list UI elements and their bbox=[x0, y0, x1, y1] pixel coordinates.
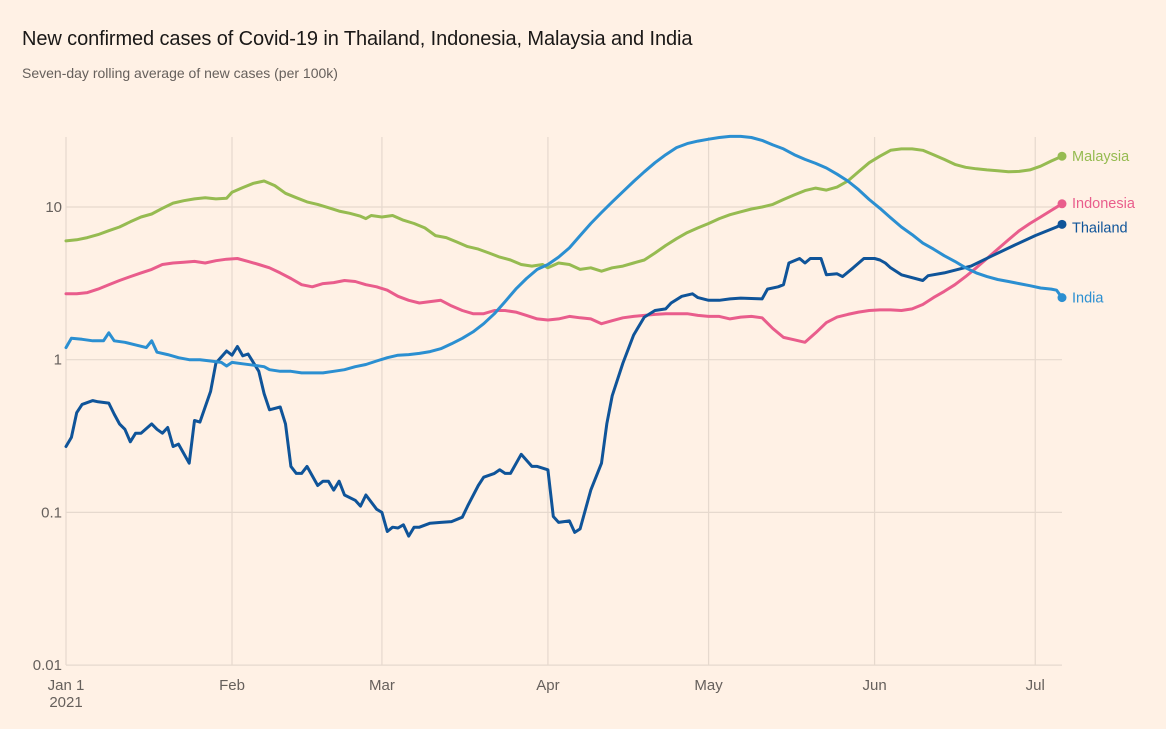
grid bbox=[65, 137, 1062, 666]
end-point-india bbox=[1057, 293, 1067, 303]
end-point-thailand bbox=[1057, 219, 1067, 229]
x-tick-label: May bbox=[694, 677, 723, 694]
x-tick-label: Jun bbox=[862, 677, 886, 694]
x-tick-label: Jul bbox=[1026, 677, 1045, 694]
series-label-indonesia: Indonesia bbox=[1072, 196, 1136, 212]
y-tick-label: 0.01 bbox=[33, 657, 62, 674]
series-label-malaysia: Malaysia bbox=[1072, 149, 1130, 165]
chart-subtitle: Seven-day rolling average of new cases (… bbox=[22, 65, 338, 81]
series-label-india: India bbox=[1072, 291, 1104, 307]
series-line-india bbox=[64, 134, 1064, 375]
end-point-indonesia bbox=[1057, 199, 1067, 209]
y-tick-label: 1 bbox=[54, 352, 62, 369]
series-line-malaysia bbox=[64, 147, 1064, 273]
y-axis: 10 1 0.1 0.01 bbox=[33, 199, 62, 674]
series-label-thailand: Thailand bbox=[1072, 220, 1128, 236]
x-tick-label: Apr bbox=[536, 677, 559, 694]
x-tick-label: Jan 1 bbox=[48, 677, 85, 694]
x-tick-sublabel: 2021 bbox=[49, 694, 82, 711]
x-tick-label: Feb bbox=[219, 677, 245, 694]
chart-title: New confirmed cases of Covid-19 in Thail… bbox=[22, 28, 693, 50]
end-point-malaysia bbox=[1057, 151, 1067, 161]
series-line-indonesia bbox=[64, 202, 1064, 344]
series-line-thailand bbox=[64, 222, 1064, 538]
x-tick-label: Mar bbox=[369, 677, 395, 694]
y-tick-label: 10 bbox=[45, 199, 62, 216]
series-labels: Malaysia Indonesia Thailand India bbox=[1057, 149, 1136, 307]
series-lines bbox=[64, 134, 1064, 538]
y-tick-label: 0.1 bbox=[41, 504, 62, 521]
